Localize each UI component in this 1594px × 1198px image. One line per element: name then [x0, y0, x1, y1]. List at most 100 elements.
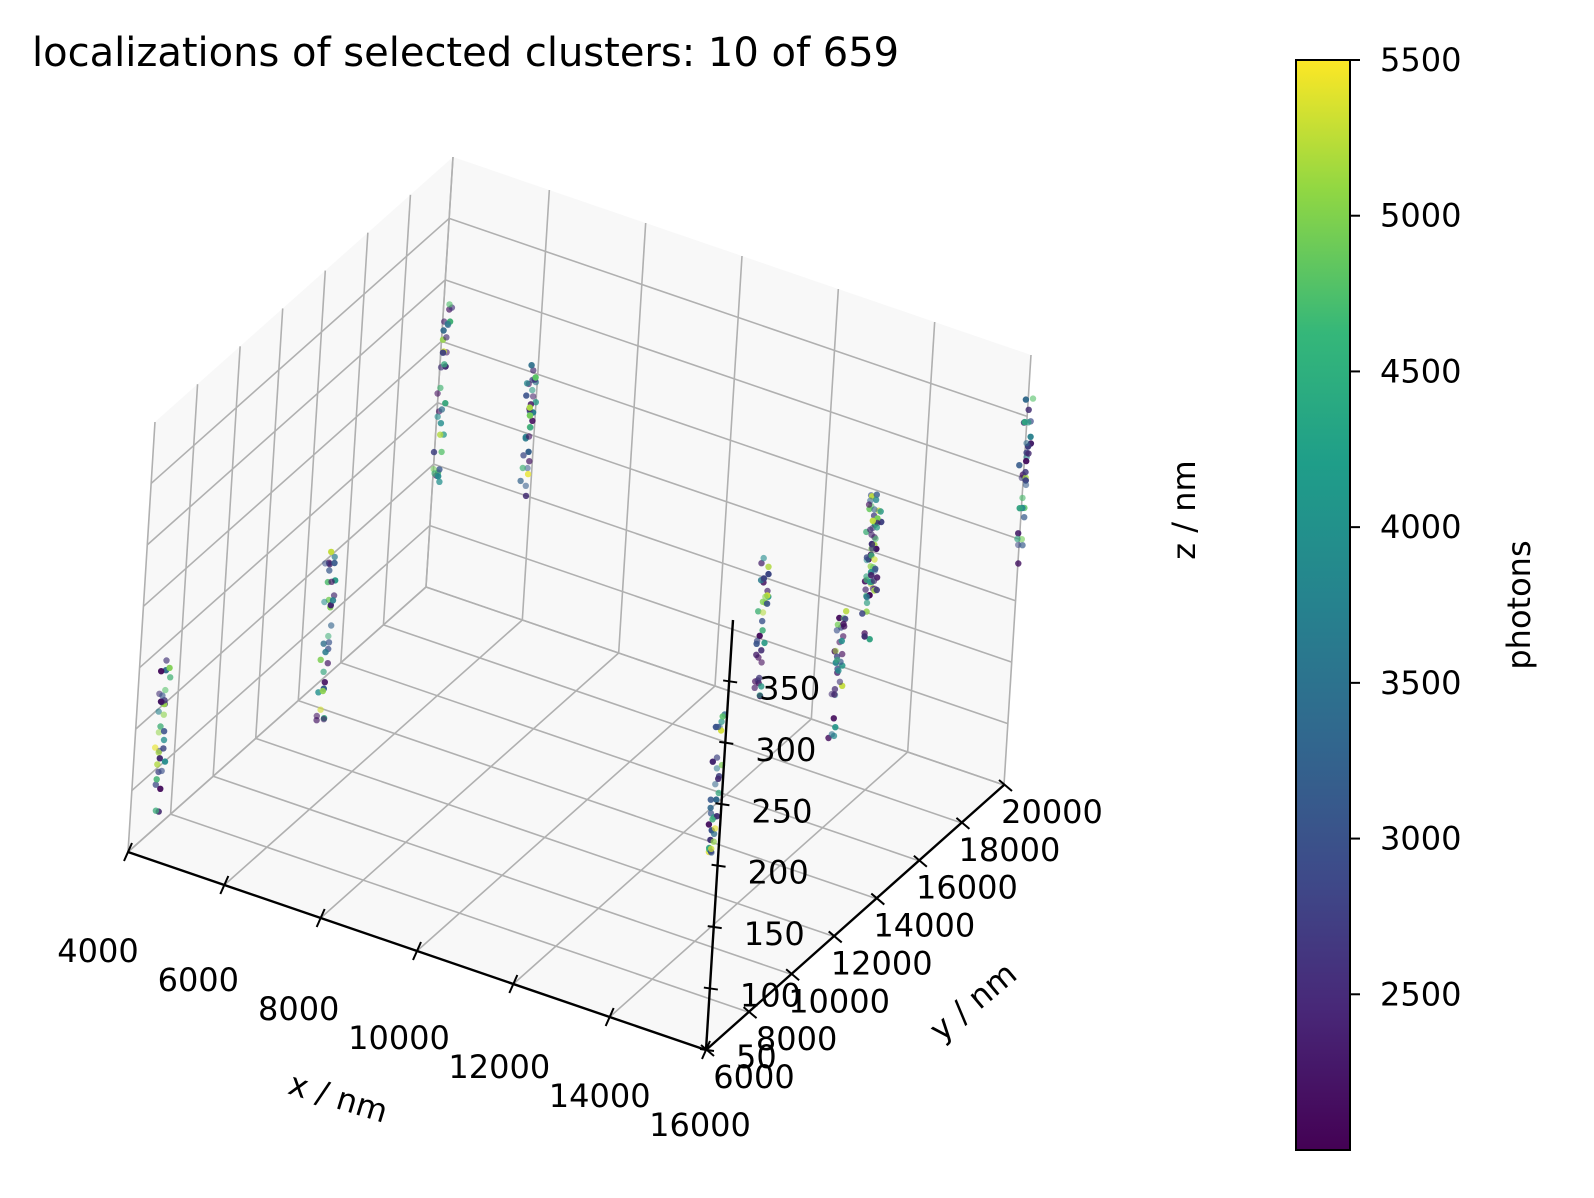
- scatter-point-cluster-9: [871, 567, 879, 574]
- scatter-point-cluster-8: [859, 610, 866, 617]
- grid-line-floor-y: [170, 813, 749, 1013]
- scatter-point-cluster-1: [155, 729, 163, 736]
- tick-labels: 4000600080001000012000140001600060008000…: [57, 669, 1103, 1144]
- grid-line-back-x: [906, 321, 936, 753]
- scatter-point-cluster-3: [444, 320, 451, 328]
- scatter-point-cluster-2: [326, 567, 333, 574]
- y-tick-label: 16000: [916, 869, 1018, 907]
- x-tick-label: 12000: [448, 1048, 550, 1086]
- scatter-point-cluster-2: [325, 639, 333, 646]
- y-axis-tick: [785, 968, 800, 982]
- scatter-point-cluster-10: [1015, 530, 1022, 537]
- scatter-point-cluster-5: [761, 639, 768, 647]
- y-axis-tick: [998, 779, 1013, 792]
- scatter-point-cluster-7: [718, 718, 725, 725]
- scatter-point-cluster-10: [1022, 481, 1030, 489]
- x-axis-tick: [604, 1007, 615, 1027]
- z-axis-tick: [703, 986, 718, 991]
- grid-line-floor-x: [416, 685, 716, 952]
- scatter-point-cluster-7: [709, 816, 716, 823]
- grid-line-left-y: [254, 308, 284, 739]
- scatter-point-cluster-10: [1015, 560, 1022, 567]
- x-tick-label: 8000: [258, 990, 339, 1028]
- scatter-point-cluster-9: [868, 531, 875, 538]
- scatter-point-cluster-4: [532, 399, 539, 406]
- scatter-point-cluster-4: [526, 404, 533, 411]
- left-pane: [128, 157, 453, 852]
- grid-line-left-y: [297, 270, 327, 701]
- scatter-point-cluster-9: [873, 586, 880, 594]
- scatter-point-cluster-1: [159, 692, 166, 699]
- scatter-point-cluster-6: [828, 731, 836, 738]
- scatter-point-cluster-7: [708, 845, 715, 852]
- grid-line-floor-y: [298, 699, 877, 900]
- x-axis-tick: [508, 974, 519, 994]
- grid-line-left-z: [146, 279, 446, 546]
- z-tick-label: 100: [740, 977, 801, 1015]
- scatter-point-cluster-1: [160, 711, 167, 718]
- scatter-point-cluster-5: [755, 608, 762, 615]
- scatter-point-cluster-9: [870, 577, 878, 584]
- scatter-point-cluster-3: [438, 448, 445, 456]
- scatter-point-cluster-2: [328, 578, 335, 585]
- y-axis-tick: [955, 817, 971, 830]
- scatter-point-cluster-10: [1025, 406, 1032, 413]
- grid-line-left-z: [139, 402, 439, 669]
- scatter-point-cluster-7: [719, 713, 726, 720]
- scatter-point-cluster-8: [872, 496, 880, 503]
- scatter-point-cluster-10: [1027, 433, 1034, 440]
- scatter-point-cluster-3: [443, 334, 450, 341]
- scatter-point-cluster-6: [836, 678, 844, 685]
- grid-line-floor-x: [609, 751, 909, 1018]
- scatter-point-cluster-3: [446, 301, 453, 308]
- scatter-point-cluster-2: [325, 632, 332, 640]
- scatter-point-cluster-6: [835, 667, 842, 674]
- scatter-point-cluster-1: [166, 664, 173, 672]
- scatter-point-cluster-3: [435, 473, 442, 480]
- z-tick-label: 350: [759, 669, 820, 707]
- scatter-point-cluster-5: [759, 617, 766, 625]
- scatter-point-cluster-2: [329, 597, 337, 604]
- scatter-point-cluster-5: [758, 560, 765, 567]
- grid-line-left-y: [340, 232, 369, 663]
- scatter-point-cluster-8: [862, 586, 869, 593]
- grid-line-back-z: [448, 217, 1028, 418]
- colorbar-ticks: 2500 3000 3500 4000 4500 5000 5500: [1350, 41, 1461, 1013]
- y-axis-line: [705, 784, 1005, 1051]
- scatter-point-cluster-6: [839, 650, 846, 658]
- y-tick-label: 20000: [1001, 793, 1103, 831]
- scatter-point-cluster-5: [760, 554, 767, 562]
- scatter-point-cluster-1: [160, 745, 167, 752]
- grid-line-back-x: [617, 222, 647, 654]
- scatter-point-cluster-3: [437, 420, 445, 427]
- x-tick-label: 6000: [158, 961, 239, 999]
- scatter-point-cluster-5: [756, 692, 763, 699]
- grid-line-left-y: [382, 194, 412, 625]
- scatter-point-cluster-5: [764, 587, 771, 595]
- scatter-point-cluster-1: [156, 755, 163, 762]
- scatter-point-cluster-9: [874, 515, 881, 522]
- z-axis-tick: [699, 1048, 715, 1052]
- grid-line-back-z: [429, 524, 1009, 725]
- z-axis-tick: [707, 925, 722, 930]
- scatter-point-cluster-2: [321, 598, 328, 606]
- colorbar-tick-label: 5000: [1380, 197, 1461, 235]
- colorbar-label: photons: [1500, 540, 1538, 669]
- grid-line-left-z: [127, 586, 427, 853]
- scatter-point-cluster-6: [842, 615, 849, 623]
- scatter-point-cluster-6: [834, 621, 842, 628]
- scatter-point-cluster-4: [527, 424, 534, 431]
- scatter-point-cluster-9: [863, 599, 871, 607]
- scatter-point-cluster-9: [863, 593, 870, 600]
- chart-title: localizations of selected clusters: 10 o…: [32, 30, 899, 76]
- scatter-point-cluster-9: [873, 524, 881, 531]
- x-axis-tick: [219, 875, 230, 895]
- scatter-point-cluster-6: [831, 686, 839, 693]
- scatter-point-cluster-2: [324, 660, 331, 667]
- scatter-point-cluster-9: [867, 571, 875, 579]
- grid-line-left-z: [142, 340, 442, 607]
- scatter-point-cluster-4: [523, 380, 531, 387]
- scatter-point-cluster-4: [523, 392, 530, 399]
- scatter-point-cluster-7: [715, 789, 722, 797]
